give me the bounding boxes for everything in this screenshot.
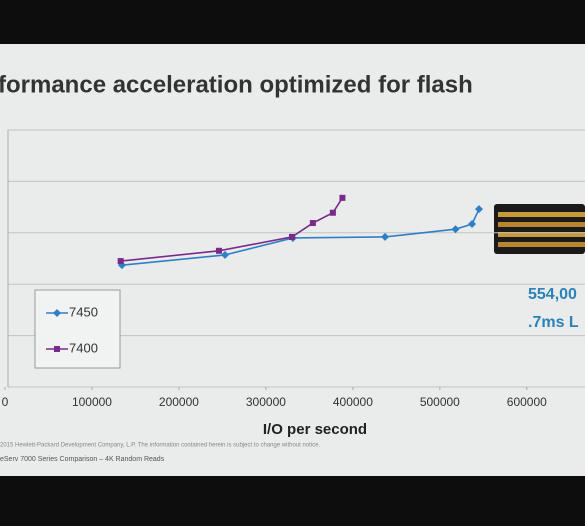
marker (451, 225, 460, 234)
annotation: 554,00 (528, 286, 577, 303)
annotation: .7ms L (528, 314, 579, 331)
marker (329, 209, 336, 216)
marker (221, 250, 230, 259)
x-tick-label: 100000 (72, 395, 112, 409)
marker (381, 232, 390, 241)
legend-marker (54, 346, 60, 352)
product-image (494, 204, 585, 254)
marker (468, 220, 477, 229)
x-axis-label: I/O per second (263, 421, 367, 438)
legend-label: 7400 (69, 340, 98, 355)
legend-label: 7450 (69, 304, 98, 319)
x-tick-label: 500000 (420, 395, 460, 409)
marker (339, 194, 346, 201)
chart-title: formance acceleration optimized for flas… (0, 71, 473, 98)
marker (215, 247, 222, 254)
x-tick-label: 600000 (507, 395, 547, 409)
plot-area: 0 100000 200000 300000 400000 500000 600000 745… (2, 129, 585, 409)
x-tick-label: 400000 (333, 395, 373, 409)
x-tick-label: 300000 (246, 395, 286, 409)
footnote: eServ 7000 Series Comparison – 4K Random… (0, 456, 165, 463)
marker (474, 205, 483, 214)
slide (0, 44, 585, 476)
marker (309, 220, 316, 227)
x-tick-label: 0 (2, 395, 9, 409)
marker (289, 233, 295, 240)
legend-marker (53, 309, 61, 317)
footnote: 2015 Hewlett-Packard Development Company… (0, 443, 321, 449)
legend: 7450 7400 (34, 289, 121, 369)
legend-box (34, 289, 121, 369)
marker (117, 258, 124, 265)
x-tick-label: 200000 (159, 395, 199, 409)
